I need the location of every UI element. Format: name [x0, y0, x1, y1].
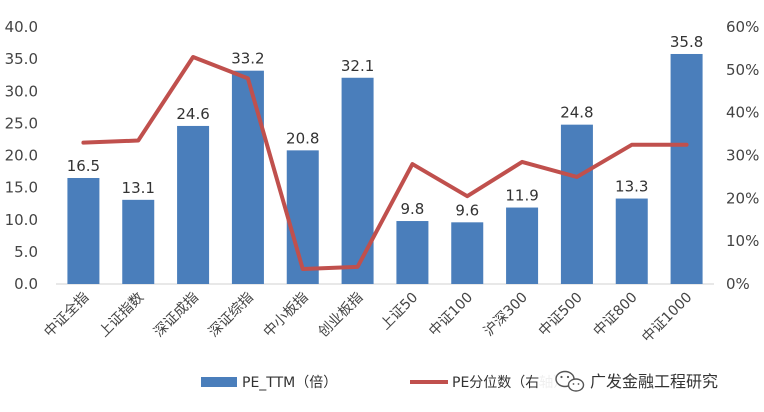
category-label: 创业板指 [316, 290, 367, 341]
legend-bar-swatch [201, 377, 237, 387]
data-label: 9.8 [400, 200, 424, 218]
bar [286, 150, 319, 284]
left-tick-label: 0.0 [14, 275, 38, 293]
data-label: 24.8 [560, 104, 593, 122]
data-label: 32.1 [341, 57, 374, 75]
bar [670, 53, 703, 284]
data-label: 13.1 [122, 179, 155, 197]
bar [341, 77, 374, 284]
line-series [81, 54, 689, 272]
left-tick-label: 15.0 [5, 179, 38, 197]
category-label: 上证50 [378, 290, 422, 334]
category-label: 中证1000 [639, 290, 695, 346]
left-tick-label: 5.0 [14, 243, 38, 261]
data-label: 35.8 [670, 33, 703, 51]
bar [396, 221, 429, 284]
right-tick-label: 10% [726, 232, 759, 250]
category-label: 沪深300 [481, 290, 531, 340]
wechat-icon [555, 370, 585, 392]
category-labels: 中证全指 上证指数 深证成指 深证综指 中小板指 创业板指 上证50 中证100 沪深300 中证… [41, 289, 696, 346]
left-tick-label: 20.0 [5, 147, 38, 165]
category-label: 中证800 [591, 290, 641, 340]
legend: PE_TTM（倍） PE分位数（右轴） [201, 375, 567, 391]
bar [122, 199, 155, 284]
right-tick-label: 40% [726, 104, 759, 122]
data-label: 13.3 [615, 178, 648, 196]
data-labels: 16.5 13.1 24.6 33.2 20.8 32.1 9.8 9.6 11.9 24.8 13… [67, 33, 704, 219]
right-tick-label: 0% [726, 275, 750, 293]
right-axis: 0% 10% 20% 30% 40% 50% 60% [726, 18, 759, 293]
data-label: 20.8 [286, 129, 319, 147]
watermark-text: 广发金融工程研究 [590, 372, 718, 391]
bar [451, 222, 484, 284]
data-label: 33.2 [231, 50, 264, 68]
left-tick-label: 10.0 [5, 211, 38, 229]
right-tick-label: 20% [726, 189, 759, 207]
bar [506, 207, 539, 284]
bar [615, 198, 648, 284]
bar [177, 125, 210, 284]
legend-line-label: PE分位数（右轴） [452, 375, 567, 391]
bar [67, 177, 100, 284]
data-label: 16.5 [67, 157, 100, 175]
right-tick-label: 50% [726, 61, 759, 79]
category-label: 中证100 [426, 290, 476, 340]
data-label: 11.9 [505, 187, 538, 205]
legend-bar-label: PE_TTM（倍） [242, 375, 337, 391]
left-tick-label: 40.0 [5, 18, 38, 36]
bar-series [67, 53, 703, 284]
right-tick-label: 30% [726, 147, 759, 165]
category-label: 中小板指 [261, 290, 312, 341]
data-label: 24.6 [176, 105, 209, 123]
bar [560, 124, 593, 284]
bar [231, 70, 264, 284]
right-tick-label: 60% [726, 18, 759, 36]
category-label: 中证500 [536, 290, 586, 340]
data-label: 9.6 [455, 201, 479, 219]
left-tick-label: 35.0 [5, 50, 38, 68]
pe-percentile-line [81, 54, 689, 272]
category-label: 深证成指 [151, 290, 202, 341]
watermark: 广发金融工程研究 [540, 364, 750, 398]
category-label: 深证综指 [206, 290, 257, 341]
category-label: 上证指数 [96, 290, 147, 341]
left-tick-label: 25.0 [5, 114, 38, 132]
left-axis: 0.0 5.0 10.0 15.0 20.0 25.0 30.0 35.0 40.0 [5, 18, 38, 293]
left-tick-label: 30.0 [5, 82, 38, 100]
category-label: 中证全指 [41, 289, 93, 341]
